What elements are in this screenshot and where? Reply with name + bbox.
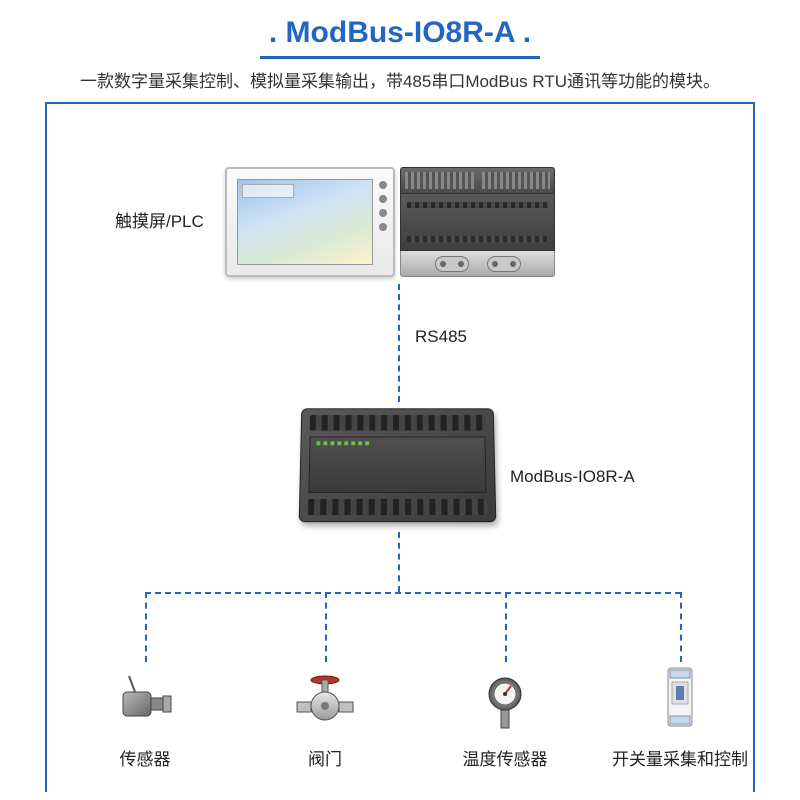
link-drop-valve <box>325 592 327 662</box>
hmi-touchscreen-icon <box>225 167 395 277</box>
plc-icon <box>400 167 555 277</box>
pressure-sensor-icon <box>115 672 175 732</box>
temperature-sensor-icon <box>475 672 535 732</box>
io-module-icon <box>299 408 497 522</box>
rs485-label: RS485 <box>415 327 467 347</box>
topology-diagram: 触摸屏/PLC RS485 ModBus-IO8R-A 传感器 <box>0 102 800 792</box>
page-title: . ModBus-IO8R-A . <box>269 16 531 50</box>
valve-label: 阀门 <box>245 745 405 770</box>
link-bus <box>145 592 681 594</box>
link-io-bus-stem <box>398 532 400 592</box>
sensor-label: 传感器 <box>65 745 225 770</box>
temp-sensor-label: 温度传感器 <box>425 745 585 770</box>
link-drop-temp <box>505 592 507 662</box>
hmi-plc-label: 触摸屏/PLC <box>115 207 204 232</box>
title-underline <box>260 56 540 59</box>
switch-io-icon <box>650 662 710 732</box>
link-drop-switch <box>680 592 682 662</box>
io-module-label: ModBus-IO8R-A <box>510 467 635 487</box>
valve-icon <box>295 672 355 732</box>
page-subtitle: 一款数字量采集控制、模拟量采集输出，带485串口ModBus RTU通讯等功能的… <box>0 67 800 92</box>
switch-io-label: 开关量采集和控制 <box>600 745 760 770</box>
link-rs485 <box>398 284 400 402</box>
link-drop-sensor <box>145 592 147 662</box>
